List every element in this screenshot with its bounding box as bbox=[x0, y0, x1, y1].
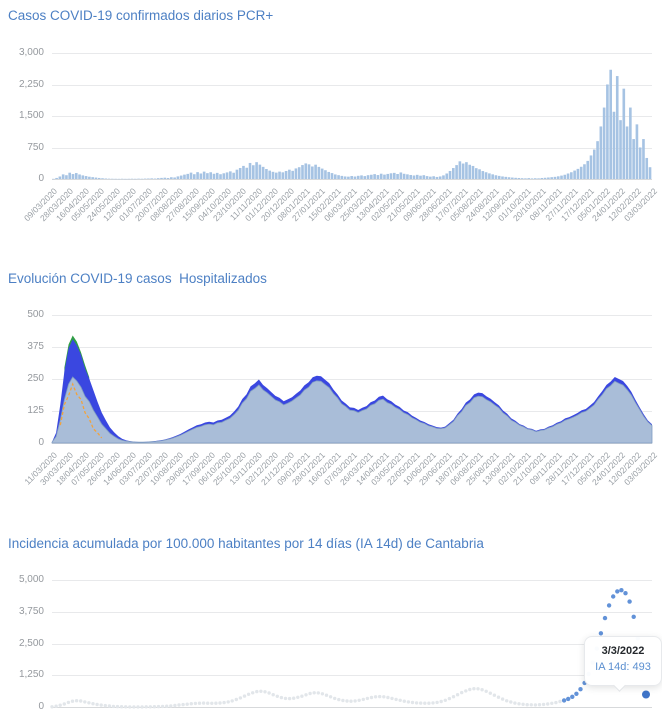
y-tick-label: 500 bbox=[27, 309, 44, 320]
hospitalized-evolution-chart: Evolución COVID-19 casos Hospitalizados … bbox=[0, 263, 662, 528]
y-tick-label: 375 bbox=[27, 341, 44, 352]
y-tick-label: 0 bbox=[38, 173, 44, 184]
y-tick-label: 250 bbox=[27, 373, 44, 384]
y-tick-label: 0 bbox=[38, 701, 44, 712]
light-blue-series bbox=[51, 376, 653, 444]
y-tick-label: 3,750 bbox=[18, 605, 44, 617]
y-axis-labels: 5,000 3,750 2,500 1,250 0 bbox=[0, 574, 46, 712]
y-tick-label: 5,000 bbox=[18, 574, 44, 585]
y-tick-label: 0 bbox=[38, 437, 44, 448]
y-axis-labels: 500 375 250 125 0 bbox=[0, 309, 46, 448]
y-axis-labels: 3,000 2,250 1,500 750 0 bbox=[0, 47, 46, 184]
plot-area-daily-pcr-cases[interactable] bbox=[52, 53, 652, 180]
y-tick-label: 125 bbox=[27, 405, 44, 416]
y-tick-label: 1,250 bbox=[18, 669, 44, 681]
tooltip-value: IA 14d: 493 bbox=[595, 661, 651, 673]
chart-canvas-daily-pcr-cases[interactable] bbox=[52, 53, 652, 180]
x-axis-labels: 11/03/2020 30/03/2020 18/04/2020 07/05/2020… bbox=[22, 445, 659, 519]
y-tick-label: 3,000 bbox=[18, 47, 44, 58]
orange-dashed-series bbox=[59, 382, 103, 439]
y-tick-label: 2,250 bbox=[18, 78, 44, 90]
chart-title-daily-pcr-cases: Casos COVID-19 confirmados diarios PCR+ bbox=[8, 8, 274, 23]
tooltip-date: 3/3/2022 bbox=[601, 645, 645, 657]
tooltip: 3/3/2022 IA 14d: 493 bbox=[584, 636, 662, 692]
x-axis-labels: 09/03/2020 28/03/2020 16/04/2020 05/05/2020… bbox=[22, 181, 659, 255]
chart-canvas-hospitalized[interactable] bbox=[51, 315, 653, 444]
chart-title-incidence: Incidencia acumulada por 100.000 habitan… bbox=[8, 536, 484, 551]
cumulative-incidence-chart: Incidencia acumulada por 100.000 habitan… bbox=[0, 528, 662, 720]
plot-area-hospitalized[interactable] bbox=[51, 315, 653, 444]
plot-area-incidence[interactable]: 3/3/2022 IA 14d: 493 bbox=[50, 580, 662, 709]
x-axis-labels bbox=[52, 528, 652, 602]
selected-point[interactable] bbox=[642, 690, 650, 699]
daily-pcr-cases-chart: Casos COVID-19 confirmados diarios PCR+ … bbox=[0, 0, 662, 263]
y-tick-label: 1,500 bbox=[18, 110, 44, 121]
y-tick-label: 750 bbox=[27, 141, 44, 153]
y-tick-label: 2,500 bbox=[18, 637, 44, 649]
chart-title-hospitalized: Evolución COVID-19 casos Hospitalizados bbox=[8, 271, 267, 286]
